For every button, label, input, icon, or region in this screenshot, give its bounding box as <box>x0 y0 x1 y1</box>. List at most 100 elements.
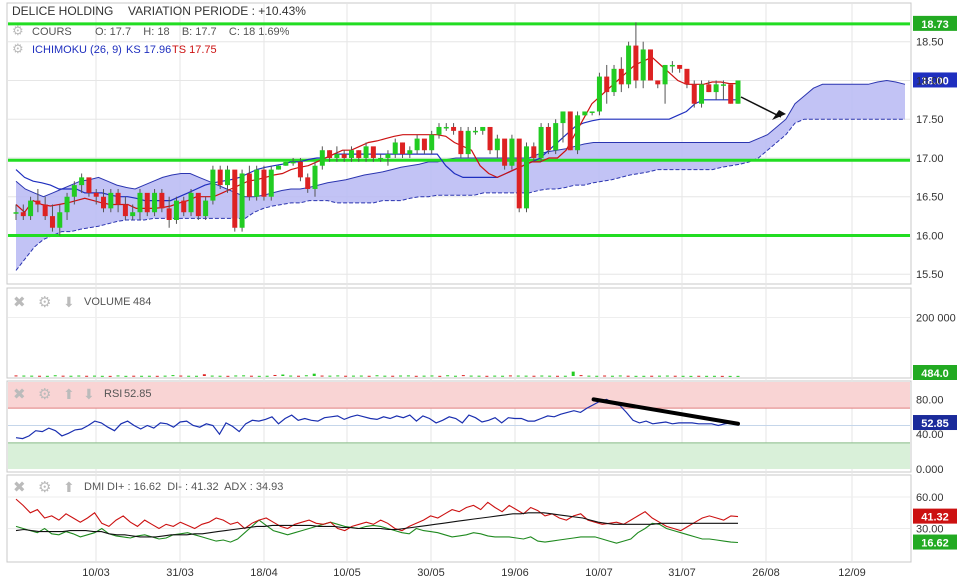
x-tick-label: 30/05 <box>417 567 445 579</box>
volume-bar <box>391 375 395 377</box>
instrument-name: DELICE HOLDING <box>12 4 113 18</box>
candle-body <box>363 146 369 158</box>
ichimoku-legend: ⚙ ICHIMOKU (26, 9) KS 17.96 TS 17.75 <box>12 41 217 56</box>
volume-bar <box>92 375 96 377</box>
candle-body <box>268 169 274 197</box>
ks-value: KS 17.96 <box>126 44 171 56</box>
candle-body <box>567 111 573 151</box>
volume-bar <box>359 375 363 377</box>
candle-body <box>152 192 158 213</box>
rsi-oversold-zone <box>8 442 910 469</box>
candle-body <box>370 146 376 158</box>
x-tick-label: 18/04 <box>250 567 278 579</box>
candle-body <box>49 216 55 228</box>
volume-bar <box>532 375 536 377</box>
candle-body <box>137 192 143 213</box>
x-tick-label: 31/03 <box>166 567 194 579</box>
candle-body <box>188 192 194 213</box>
volume-bar <box>155 375 159 377</box>
volume-panel <box>6 287 912 379</box>
volume-bar <box>642 375 646 377</box>
candle-body <box>246 173 252 197</box>
volume-bar <box>163 375 167 377</box>
y-tick-label: 17.00 <box>916 153 944 165</box>
candle-body <box>677 64 683 69</box>
arrow-up-icon[interactable]: ⬆ <box>63 479 75 495</box>
volume-bar <box>77 375 81 377</box>
close-icon[interactable]: ✖ <box>13 294 26 311</box>
gear-icon[interactable]: ⚙ <box>12 23 24 38</box>
candle-body <box>647 49 653 81</box>
volume-bar <box>132 375 136 377</box>
volume-bar <box>430 375 434 377</box>
volume-bar <box>242 375 246 377</box>
volume-bar <box>579 375 583 377</box>
candle-body <box>239 173 245 228</box>
price-badge <box>913 15 957 31</box>
volume-bar <box>202 374 206 376</box>
volume-bar <box>351 375 355 377</box>
candle-body <box>414 138 420 151</box>
volume-bar <box>587 375 591 377</box>
candle-body <box>728 84 734 104</box>
x-tick-label: 26/08 <box>752 567 780 579</box>
arrow-down-icon[interactable]: ⬇ <box>83 386 95 402</box>
volume-bar <box>226 375 230 377</box>
gear-icon[interactable]: ⚙ <box>38 479 51 496</box>
volume-bar <box>375 375 379 377</box>
volume-bar <box>171 375 175 377</box>
variation-periode: VARIATION PERIODE : +10.43% <box>128 4 306 18</box>
volume-bar <box>367 375 371 377</box>
volume-bar <box>508 375 512 377</box>
volume-bar <box>540 375 544 377</box>
rsi-header: ✖ ⚙ ⬆ ⬇ RSI 52.85 <box>13 386 152 403</box>
volume-label: VOLUME <box>84 296 130 308</box>
x-tick-label: 10/07 <box>585 567 613 579</box>
arrow-up-icon[interactable]: ⬆ <box>63 386 75 402</box>
volume-bar <box>14 375 18 377</box>
candle-body <box>290 161 296 164</box>
volume-bar <box>312 373 316 376</box>
volume-bar <box>116 375 120 377</box>
ichimoku-label: ICHIMOKU (26, 9) <box>32 44 122 56</box>
volume-bar <box>548 375 552 377</box>
volume-bar <box>108 375 112 377</box>
volume-bar <box>681 375 685 377</box>
volume-bar <box>289 375 293 377</box>
adx-line <box>15 512 738 538</box>
candle-body <box>421 138 427 151</box>
candle-body <box>560 111 566 124</box>
candle-body <box>713 84 719 93</box>
volume-bar <box>705 375 709 377</box>
close-icon[interactable]: ✖ <box>13 386 26 403</box>
candle-body <box>604 76 610 93</box>
volume-bar <box>610 375 614 377</box>
price-chart: 18.73 18.00 <box>8 15 957 271</box>
arrow-down-icon[interactable]: ⬇ <box>63 294 75 310</box>
rsi-label: RSI <box>104 388 122 400</box>
candle-body <box>524 146 530 209</box>
x-tick-label: 10/05 <box>333 567 361 579</box>
x-tick-label: 19/06 <box>501 567 529 579</box>
close-icon[interactable]: ✖ <box>13 479 26 496</box>
volume-bar <box>328 375 332 377</box>
volume-bar <box>556 375 559 377</box>
candle-body <box>465 130 471 155</box>
candle-body <box>130 212 136 217</box>
candle-body <box>400 142 406 155</box>
candle-body <box>451 126 457 131</box>
volume-bar <box>477 375 481 377</box>
gear-icon[interactable]: ⚙ <box>38 294 51 311</box>
gear-icon[interactable]: ⚙ <box>38 386 51 403</box>
axis-labels: 10/03 31/03 18/04 10/05 30/05 19/06 10/07 31/07… <box>82 37 956 579</box>
volume-bar <box>124 375 128 377</box>
gear-icon[interactable]: ⚙ <box>12 41 24 56</box>
candle-body <box>436 126 442 135</box>
volume-chart: 484.0 <box>14 365 957 380</box>
volume-bar <box>45 375 49 377</box>
candle-body <box>626 45 632 85</box>
rsi-value: 52.85 <box>124 388 152 400</box>
candle-body <box>195 192 201 217</box>
cloud-senkou-b <box>15 118 905 271</box>
